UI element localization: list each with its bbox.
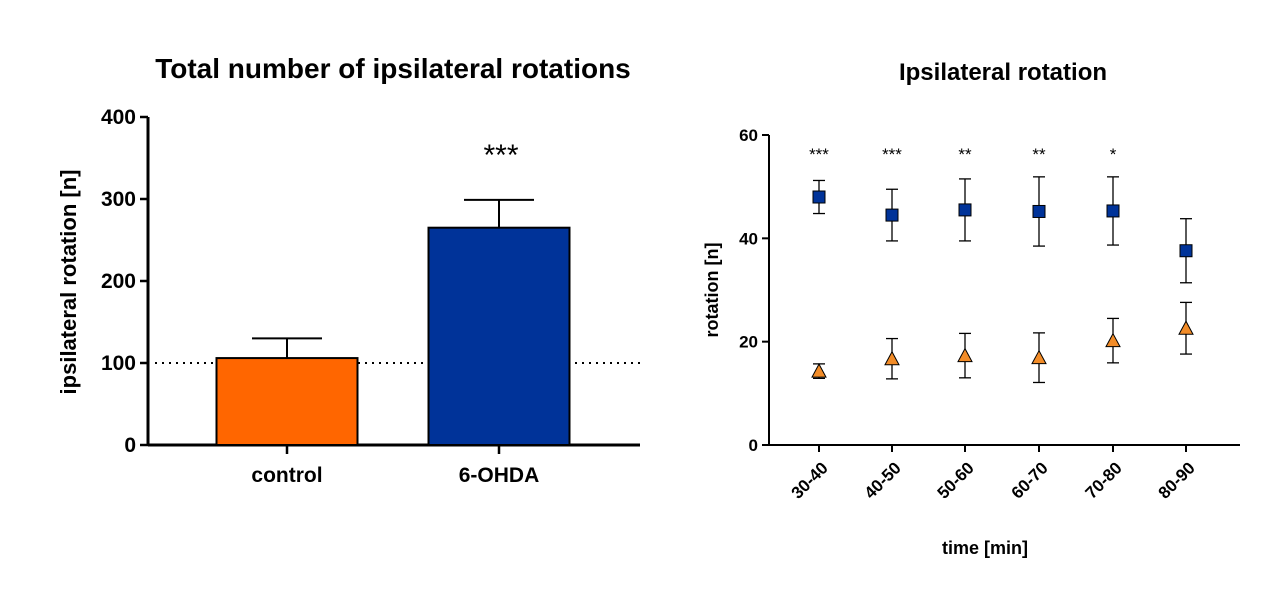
bar-x-tick-label: control [251,464,322,487]
scatter-point-control [811,363,827,378]
bar-significance-label: *** [483,139,518,172]
scatter-point-6-OHDA [812,190,826,204]
scatter-point-control [1105,332,1121,348]
scatter-x-tick-label: 70-80 [1082,458,1126,502]
bar-y-tick-label: 100 [101,352,136,375]
bar-y-tick-label: 300 [101,188,136,211]
scatter-y-tick-label: 0 [749,436,758,455]
scatter-x-tick-label: 80-90 [1155,458,1199,502]
scatter-x-tick-label: 40-50 [861,458,905,502]
scatter-chart-x-axis-label: time [min] [942,538,1028,558]
bar-y-tick-label: 200 [101,270,136,293]
bar-chart-title: Total number of ipsilateral rotations [155,53,631,84]
scatter-plot-area: 0 20 40 60 30-40 *** 40-50 *** 50-60 ** 60-70 ** 70-… [739,126,1240,503]
scatter-point-control [1178,320,1194,335]
scatter-point-6-OHDA [1179,244,1193,258]
scatter-point-6-OHDA [958,203,972,217]
scatter-y-tick-label: 20 [739,333,758,352]
scatter-significance-label: ** [1032,145,1046,164]
scatter-chart: Ipsilateral rotation rotation [n] time [… [702,59,1240,558]
bar-chart: Total number of ipsilateral rotations ip… [56,53,640,487]
bar-chart-y-axis-label: ipsilateral rotation [n] [56,170,81,395]
bar-y-tick-label: 400 [101,106,136,129]
scatter-significance-label: ** [958,145,972,164]
scatter-x-tick-label: 60-70 [1008,458,1052,502]
bar-6-OHDA [427,226,571,446]
bar-x-tick-label: 6-OHDA [459,464,540,487]
bar-plot-area: 0 100 200 300 400 control 6-OHDA *** [101,106,640,487]
scatter-significance-label: *** [809,145,829,164]
scatter-point-control [884,350,900,366]
scatter-point-6-OHDA [1032,204,1046,218]
scatter-point-control [1031,349,1047,365]
scatter-significance-label: *** [882,145,902,164]
scatter-significance-label: * [1110,145,1117,164]
scatter-point-6-OHDA [1106,204,1120,218]
scatter-x-tick-label: 30-40 [788,458,832,502]
scatter-y-tick-label: 60 [739,126,758,145]
scatter-chart-y-axis-label: rotation [n] [702,243,722,338]
bar-y-tick-label: 0 [124,434,136,457]
scatter-point-6-OHDA [885,208,899,222]
scatter-chart-title: Ipsilateral rotation [899,59,1107,86]
scatter-point-control [957,347,973,363]
scatter-y-tick-label: 40 [739,229,758,248]
scatter-x-tick-label: 50-60 [934,458,978,502]
bar-control [215,357,359,446]
